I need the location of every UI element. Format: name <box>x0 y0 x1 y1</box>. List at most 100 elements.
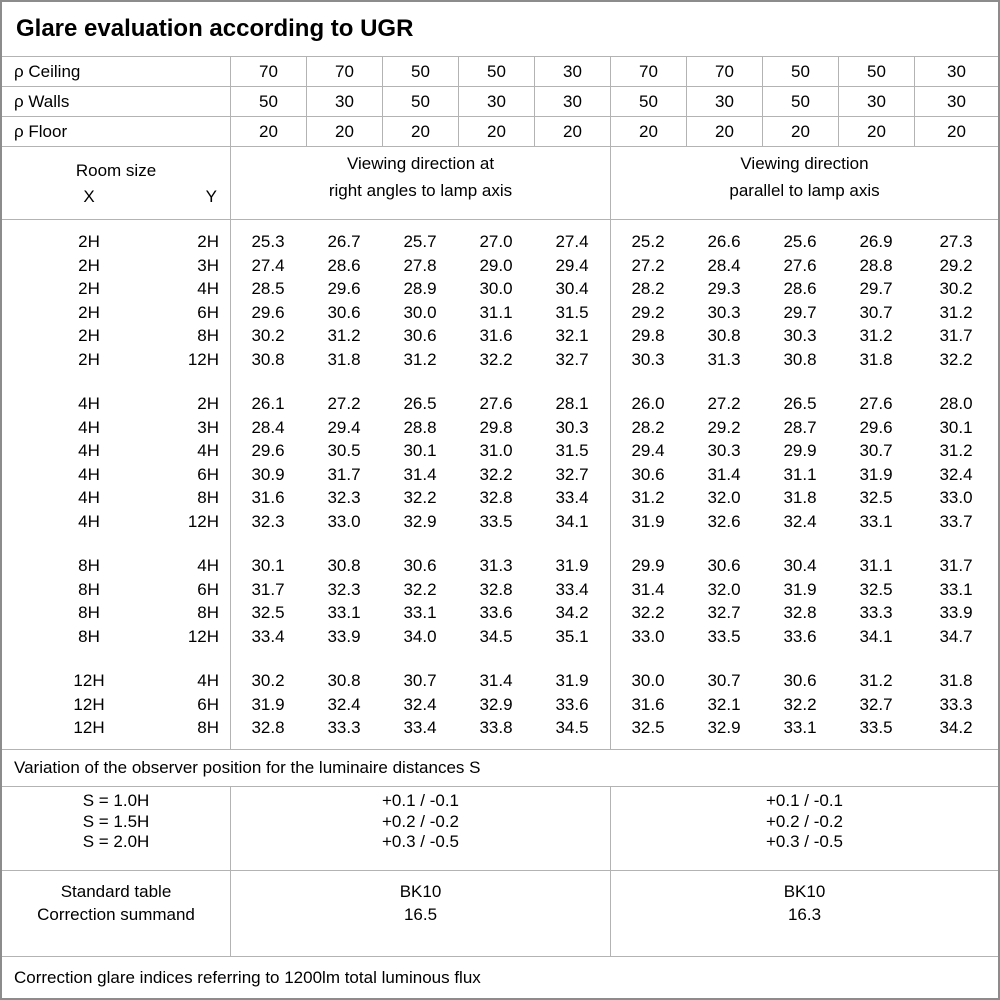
ugr-value-cell: 31.8 <box>939 671 973 690</box>
s-distance-label: S = 1.0H <box>82 791 150 810</box>
ugr-value-cell: 25.6 <box>783 232 817 251</box>
reflectance-value: 70 <box>610 57 686 86</box>
ugr-value-cell: 31.7 <box>327 464 361 484</box>
room-x-cell: 8H <box>78 579 100 599</box>
correction-value: 16.3 <box>787 905 822 924</box>
ugr-value-cell: 29.9 <box>631 556 665 575</box>
ugr-value-cell: 33.1 <box>859 511 893 531</box>
ugr-value-cell: 28.6 <box>327 255 361 275</box>
room-x-cell: 8H <box>78 626 100 646</box>
ugr-value-cell: 31.2 <box>631 488 665 507</box>
variation-value: +0.1 / -0.1 <box>381 791 460 810</box>
correction-label: Correction summand <box>37 905 195 924</box>
reflectance-value: 20 <box>762 117 838 146</box>
ugr-value-cell: 29.4 <box>327 417 361 437</box>
ugr-value-cell: 33.0 <box>631 626 665 646</box>
ugr-value-cell: 32.3 <box>251 511 285 531</box>
ugr-value-cell: 26.6 <box>707 232 741 251</box>
ugr-value-cell: 31.9 <box>631 511 665 531</box>
ugr-value-cell: 31.0 <box>479 441 513 460</box>
reflectance-value: 30 <box>914 57 998 86</box>
ugr-value-cell: 28.4 <box>251 417 285 437</box>
ugr-value-cell: 28.2 <box>631 279 665 298</box>
ugr-value-cell: 29.6 <box>327 279 361 298</box>
ugr-value-cell: 32.0 <box>707 579 741 599</box>
reflectance-row: ρ Floor 20 20 20 20 20 20 20 20 20 20 <box>2 117 998 147</box>
room-x-cell: 12H <box>73 718 105 737</box>
ugr-value-cell: 31.3 <box>479 556 513 575</box>
ugr-value-cell: 32.9 <box>479 694 513 714</box>
ugr-row: 4H 6H 30.9 31.7 31.4 32.2 32.7 30.6 31.4 31.1 31.9… <box>2 463 998 487</box>
ugr-value-cell: 28.7 <box>783 417 817 437</box>
group1-header-line2: right angles to lamp axis <box>328 181 513 200</box>
reflectance-value: 50 <box>762 87 838 116</box>
ugr-value-cell: 26.5 <box>783 394 817 413</box>
ugr-value-cell: 34.5 <box>479 626 513 646</box>
room-y-cell: 6H <box>197 464 219 484</box>
ugr-value-cell: 32.2 <box>783 694 817 714</box>
reflectance-value: 20 <box>534 117 610 146</box>
ugr-value-cell: 33.6 <box>783 626 817 646</box>
ugr-value-cell: 32.4 <box>783 511 817 531</box>
ugr-value-cell: 33.9 <box>327 626 361 646</box>
ugr-value-cell: 29.7 <box>783 302 817 322</box>
ugr-value-cell: 31.3 <box>707 349 741 369</box>
ugr-value-cell: 32.8 <box>479 579 513 599</box>
ugr-row: 12H 4H 30.2 30.8 30.7 31.4 31.9 30.0 30.7 30.6 31.… <box>2 669 998 693</box>
reflectance-value: 20 <box>306 117 382 146</box>
reflectance-section: ρ Ceiling 70 70 50 50 30 70 70 50 50 30 ρ Walls 50 30… <box>2 57 998 147</box>
ugr-value-cell: 33.3 <box>327 718 361 737</box>
ugr-value-cell: 33.0 <box>939 488 973 507</box>
correction-labels: Standard table Correction summand <box>2 871 230 956</box>
room-y-cell: 6H <box>197 302 219 322</box>
ugr-value-cell: 25.7 <box>403 232 437 251</box>
ugr-value-cell: 32.3 <box>327 579 361 599</box>
ugr-row: 2H 4H 28.5 29.6 28.9 30.0 30.4 28.2 29.3 28.6 29.7… <box>2 277 998 301</box>
ugr-value-cell: 27.2 <box>327 394 361 413</box>
ugr-value-cell: 32.7 <box>555 464 589 484</box>
ugr-value-cell: 34.1 <box>555 511 589 531</box>
ugr-value-cell: 29.6 <box>251 441 285 460</box>
room-x-cell: 8H <box>78 556 100 575</box>
ugr-value-cell: 32.2 <box>479 464 513 484</box>
ugr-value-cell: 33.3 <box>859 603 893 622</box>
ugr-value-cell: 30.6 <box>783 671 817 690</box>
footer-note-row: Correction glare indices referring to 12… <box>2 957 998 998</box>
ugr-value-cell: 30.0 <box>403 302 437 322</box>
ugr-value-cell: 32.1 <box>707 694 741 714</box>
ugr-value-cell: 30.2 <box>939 279 973 298</box>
ugr-value-cell: 32.9 <box>707 718 741 737</box>
ugr-value-cell: 26.5 <box>403 394 437 413</box>
xy-header-line: X Y <box>2 184 230 210</box>
ugr-value-cell: 32.4 <box>327 694 361 714</box>
ugr-value-cell: 34.5 <box>555 718 589 737</box>
s-distance-label: S = 2.0H <box>82 832 150 851</box>
ugr-value-cell: 29.2 <box>631 302 665 322</box>
table-header-row: Room size X Y Viewing direction at right… <box>2 147 998 220</box>
room-y-cell: 12H <box>187 626 219 646</box>
ugr-value-cell: 30.8 <box>327 556 361 575</box>
correction-values-group2: BK10 16.3 <box>610 871 998 956</box>
ugr-value-cell: 31.8 <box>327 349 361 369</box>
room-x-cell: 4H <box>78 394 100 413</box>
room-y-cell: 12H <box>187 511 219 531</box>
room-x-cell: 12H <box>73 671 105 690</box>
ugr-value-cell: 27.4 <box>251 255 285 275</box>
s-distance-label: S = 1.5H <box>82 811 150 831</box>
reflectance-label: ρ Ceiling <box>14 61 81 81</box>
correction-values-group1: BK10 16.5 <box>230 871 610 956</box>
ugr-value-cell: 30.6 <box>631 464 665 484</box>
ugr-value-cell: 34.7 <box>939 626 973 646</box>
room-x-cell: 2H <box>78 349 100 369</box>
reflectance-value: 50 <box>458 57 534 86</box>
correction-block: Standard table Correction summand BK10 16.… <box>2 871 998 957</box>
ugr-value-cell: 26.7 <box>327 232 361 251</box>
ugr-value-cell: 33.4 <box>555 579 589 599</box>
room-x-cell: 4H <box>78 464 100 484</box>
room-x-cell: 2H <box>78 232 100 251</box>
ugr-row: 2H 12H 30.8 31.8 31.2 32.2 32.7 30.3 31.3 30.8 31.… <box>2 348 998 372</box>
ugr-value-cell: 31.2 <box>939 441 973 460</box>
ugr-value-cell: 25.2 <box>631 232 665 251</box>
correction-label: Standard table <box>60 882 172 901</box>
ugr-row: 4H 3H 28.4 29.4 28.8 29.8 30.3 28.2 29.2 28.7 29.6… <box>2 416 998 440</box>
